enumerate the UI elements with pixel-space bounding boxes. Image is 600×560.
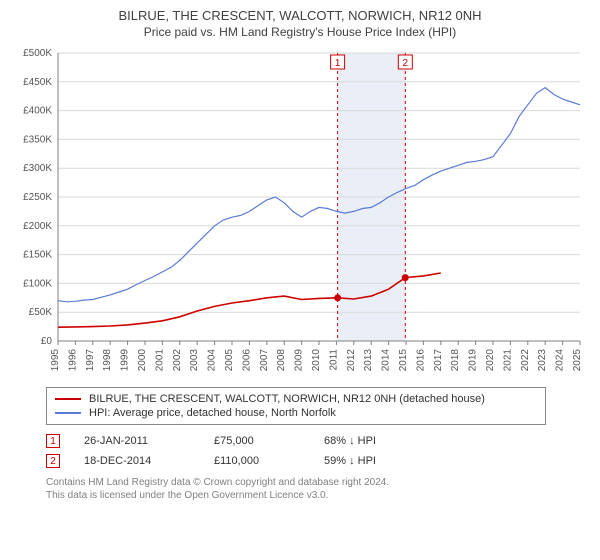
marker-table-row: 2 18-DEC-2014£110,00059% ↓ HPI	[46, 451, 588, 471]
x-tick-label: 2006	[241, 349, 252, 372]
marker-price: £110,000	[214, 455, 324, 467]
legend-label: HPI: Average price, detached house, Nort…	[89, 407, 336, 419]
price-chart: £0 £50K £100K £150K £200K £250K £300K £350K £400…	[12, 47, 588, 377]
y-tick-label: £450K	[23, 77, 52, 88]
x-tick-label: 2008	[276, 349, 287, 372]
marker-pct: 68% ↓ HPI	[324, 435, 464, 447]
legend-row: HPI: Average price, detached house, Nort…	[55, 406, 537, 420]
x-tick-label: 2011	[328, 349, 339, 371]
x-tick-label: 2002	[172, 349, 183, 372]
marker-price: £75,000	[214, 435, 324, 447]
x-tick-label: 2003	[189, 349, 200, 372]
marker-table: 1 26-JAN-2011£75,00068% ↓ HPI 2 18-DEC-2014…	[12, 431, 588, 471]
x-tick-label: 1995	[50, 349, 61, 372]
x-tick-label: 2024	[555, 349, 566, 372]
x-tick-label: 2022	[520, 349, 531, 372]
marker-pct: 59% ↓ HPI	[324, 455, 464, 467]
x-tick-label: 2018	[450, 349, 461, 372]
legend-swatch	[55, 398, 81, 400]
footnote: Contains HM Land Registry data © Crown c…	[46, 477, 588, 502]
x-tick-label: 1996	[67, 349, 78, 372]
legend-label: BILRUE, THE CRESCENT, WALCOTT, NORWICH, …	[89, 393, 485, 405]
x-tick-label: 2016	[415, 349, 426, 372]
series-marker-dot	[334, 294, 341, 301]
x-tick-label: 2000	[137, 349, 148, 372]
legend-box: BILRUE, THE CRESCENT, WALCOTT, NORWICH, …	[46, 387, 546, 425]
y-tick-label: £250K	[23, 192, 52, 203]
x-tick-label: 2010	[311, 349, 322, 372]
x-tick-label: 2009	[294, 349, 305, 372]
x-tick-label: 2012	[346, 349, 357, 372]
x-tick-label: 2021	[502, 349, 513, 372]
x-tick-label: 2013	[363, 349, 374, 372]
x-tick-label: 2025	[572, 349, 583, 372]
y-tick-label: £200K	[23, 221, 52, 232]
footnote-line2: This data is licensed under the Open Gov…	[46, 490, 588, 503]
y-tick-label: £50K	[29, 307, 53, 318]
page-container: BILRUE, THE CRESCENT, WALCOTT, NORWICH, …	[0, 0, 600, 560]
x-tick-label: 1997	[85, 349, 96, 372]
y-tick-label: £400K	[23, 106, 52, 117]
x-tick-label: 2019	[468, 349, 479, 372]
x-tick-label: 2007	[259, 349, 270, 372]
x-tick-label: 2001	[154, 349, 165, 372]
marker-date: 26-JAN-2011	[84, 435, 214, 447]
x-tick-label: 2005	[224, 349, 235, 372]
series-marker-dot	[402, 274, 409, 281]
y-tick-label: £0	[41, 336, 53, 347]
x-tick-label: 1999	[120, 349, 131, 372]
footnote-line1: Contains HM Land Registry data © Crown c…	[46, 477, 588, 490]
chart-area: £0 £50K £100K £150K £200K £250K £300K £350K £400…	[12, 47, 588, 377]
marker-date: 18-DEC-2014	[84, 455, 214, 467]
y-tick-label: £150K	[23, 250, 52, 261]
y-tick-label: £100K	[23, 278, 52, 289]
page-title-line1: BILRUE, THE CRESCENT, WALCOTT, NORWICH, …	[12, 8, 588, 23]
marker-badge-icon: 2	[46, 454, 60, 468]
marker-table-row: 1 26-JAN-2011£75,00068% ↓ HPI	[46, 431, 588, 451]
x-tick-label: 2004	[207, 349, 218, 372]
x-tick-label: 2014	[381, 349, 392, 372]
page-title-line2: Price paid vs. HM Land Registry's House …	[12, 25, 588, 39]
y-tick-label: £500K	[23, 48, 52, 59]
marker-badge-label: 1	[335, 58, 341, 69]
marker-badge-label: 2	[403, 58, 409, 69]
x-tick-label: 2017	[433, 349, 444, 372]
x-tick-label: 1998	[102, 349, 113, 372]
legend-swatch	[55, 412, 81, 414]
y-tick-label: £300K	[23, 163, 52, 174]
legend-row: BILRUE, THE CRESCENT, WALCOTT, NORWICH, …	[55, 392, 537, 406]
marker-badge-icon: 1	[46, 434, 60, 448]
x-tick-label: 2015	[398, 349, 409, 372]
x-tick-label: 2020	[485, 349, 496, 372]
x-tick-label: 2023	[537, 349, 548, 372]
y-tick-label: £350K	[23, 134, 52, 145]
